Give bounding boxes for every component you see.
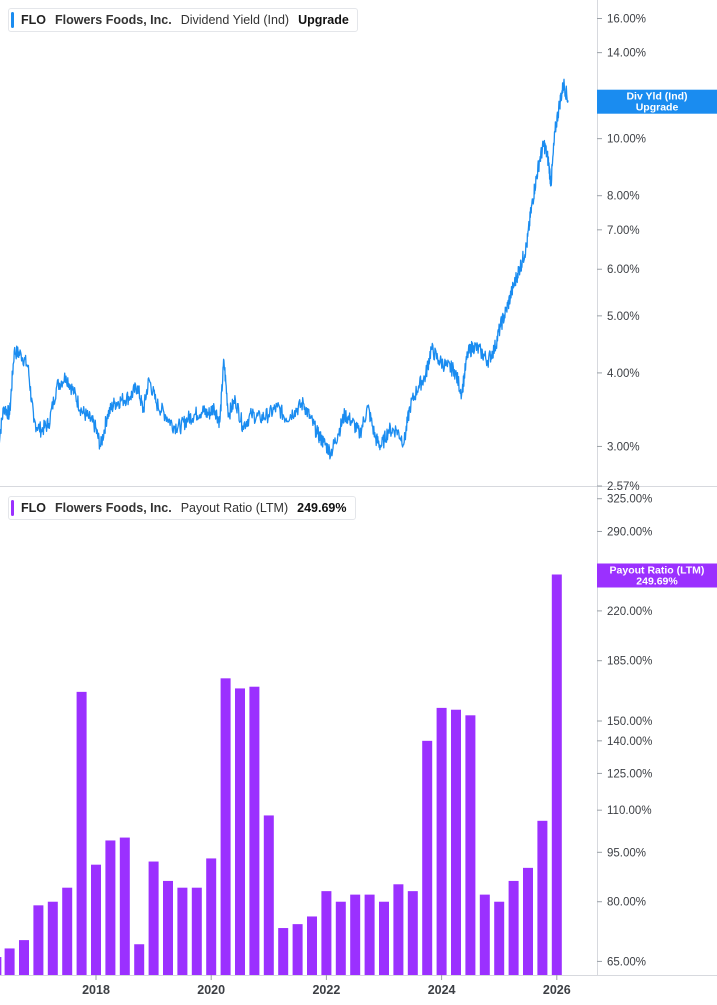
payout-ratio-bar bbox=[4, 948, 15, 975]
dividend-yield-y-tick-label: 6.00% bbox=[607, 264, 640, 276]
payout-ratio-bar bbox=[206, 858, 217, 975]
payout-ratio-last-value-text: 249.69% bbox=[636, 575, 678, 587]
payout-ratio-y-tick-label: 150.00% bbox=[607, 716, 652, 728]
payout-ratio-bar bbox=[393, 884, 404, 975]
payout-ratio-last-value: Payout Ratio (LTM)249.69% bbox=[597, 563, 717, 588]
series-color-swatch bbox=[11, 500, 14, 516]
payout-ratio-bar bbox=[436, 707, 447, 975]
x-tick-label: 2024 bbox=[428, 983, 456, 997]
metric-value: 249.69% bbox=[297, 501, 347, 515]
dividend-yield-y-tick-label: 14.00% bbox=[607, 48, 646, 60]
payout-ratio-bar bbox=[422, 740, 433, 975]
payout-ratio-bar bbox=[307, 916, 317, 975]
payout-ratio-bar bbox=[105, 840, 116, 975]
dividend-yield-legend[interactable]: FLO Flowers Foods, Inc. Dividend Yield (… bbox=[8, 8, 358, 32]
dividend-yield-y-tick-label: 16.00% bbox=[607, 13, 646, 25]
payout-ratio-bar bbox=[508, 880, 519, 975]
payout-ratio-bar bbox=[263, 815, 274, 975]
metric-value[interactable]: Upgrade bbox=[298, 13, 349, 27]
payout-ratio-y-tick-label: 290.00% bbox=[607, 526, 652, 538]
dividend-yield-panel bbox=[0, 78, 569, 460]
dividend-yield-y-tick-label: 5.00% bbox=[607, 311, 640, 323]
payout-ratio-bar bbox=[407, 891, 418, 975]
payout-ratio-bar bbox=[62, 887, 73, 975]
payout-ratio-y-tick-label: 125.00% bbox=[607, 768, 652, 780]
payout-ratio-bar bbox=[33, 905, 44, 975]
payout-ratio-bar bbox=[451, 709, 461, 975]
payout-ratio-y-tick-label: 140.00% bbox=[607, 736, 652, 748]
payout-ratio-bar bbox=[379, 901, 389, 975]
dividend-yield-y-tick-label: 2.57% bbox=[607, 481, 640, 493]
payout-ratio-bar bbox=[479, 894, 490, 975]
axis-layer: 16.00% 14.00% 10.00% 8.00% 7.00% 6.00% 5.00% 4.… bbox=[82, 13, 717, 997]
dividend-yield-last-value-text: Div Yld (Ind) bbox=[626, 91, 687, 103]
ticker-symbol: FLO bbox=[21, 501, 46, 515]
payout-ratio-last-value-text: Payout Ratio (LTM) bbox=[610, 564, 705, 576]
x-tick-label: 2022 bbox=[312, 983, 340, 997]
x-tick-label: 2020 bbox=[197, 983, 225, 997]
payout-ratio-bar bbox=[292, 924, 303, 975]
payout-ratio-bar bbox=[364, 894, 375, 975]
payout-ratio-y-tick-label: 325.00% bbox=[607, 494, 652, 506]
payout-ratio-bar bbox=[350, 894, 361, 975]
payout-ratio-bar bbox=[494, 901, 505, 975]
payout-ratio-bar bbox=[148, 861, 159, 975]
dividend-yield-y-tick-label: 4.00% bbox=[607, 368, 640, 380]
dividend-yield-last-value-text: Upgrade bbox=[636, 102, 679, 114]
payout-ratio-bar bbox=[0, 957, 2, 975]
payout-ratio-y-tick-label: 110.00% bbox=[607, 805, 652, 817]
dividend-yield-y-tick-label: 8.00% bbox=[607, 191, 640, 203]
payout-ratio-y-tick-label: 65.00% bbox=[607, 956, 646, 968]
dividend-yield-last-value: Div Yld (Ind)Upgrade bbox=[597, 89, 717, 114]
payout-ratio-bar bbox=[465, 715, 476, 975]
payout-ratio-bar bbox=[163, 880, 173, 975]
series-color-swatch bbox=[11, 12, 14, 28]
payout-ratio-y-tick-label: 95.00% bbox=[607, 847, 646, 859]
company-name: Flowers Foods, Inc. bbox=[55, 13, 172, 27]
company-name: Flowers Foods, Inc. bbox=[55, 501, 172, 515]
payout-ratio-bar bbox=[551, 574, 562, 975]
x-tick-label: 2026 bbox=[543, 983, 571, 997]
metric-name: Payout Ratio (LTM) bbox=[180, 501, 289, 515]
payout-ratio-last-value-box bbox=[597, 563, 717, 588]
payout-ratio-bar bbox=[278, 928, 289, 975]
dividend-yield-last-value-box bbox=[597, 89, 717, 114]
payout-ratio-y-tick-label: 80.00% bbox=[607, 897, 646, 909]
payout-ratio-bar bbox=[47, 901, 58, 975]
payout-ratio-bar bbox=[177, 887, 188, 975]
payout-ratio-bar bbox=[76, 691, 87, 975]
payout-ratio-bar bbox=[537, 820, 548, 975]
dividend-yield-line bbox=[0, 78, 569, 460]
payout-ratio-panel bbox=[0, 574, 562, 975]
payout-ratio-y-tick-label: 220.00% bbox=[607, 606, 652, 618]
payout-ratio-bar bbox=[235, 688, 245, 975]
metric-name: Dividend Yield (Ind) bbox=[180, 13, 290, 27]
dividend-yield-y-tick-label: 3.00% bbox=[607, 441, 640, 453]
payout-ratio-bar bbox=[321, 891, 332, 975]
x-tick-label: 2018 bbox=[82, 983, 110, 997]
payout-ratio-bar bbox=[220, 678, 231, 975]
ticker-symbol: FLO bbox=[21, 13, 46, 27]
payout-ratio-y-tick-label: 185.00% bbox=[607, 656, 652, 668]
payout-ratio-bar bbox=[191, 887, 202, 975]
payout-ratio-bar bbox=[19, 940, 29, 975]
payout-ratio-bar bbox=[523, 867, 533, 975]
payout-ratio-bar bbox=[249, 686, 260, 975]
payout-ratio-bar bbox=[91, 864, 101, 975]
payout-ratio-legend[interactable]: FLO Flowers Foods, Inc. Payout Ratio (LT… bbox=[8, 496, 356, 520]
dividend-yield-y-tick-label: 7.00% bbox=[607, 225, 640, 237]
dividend-yield-y-tick-label: 10.00% bbox=[607, 134, 646, 146]
payout-ratio-bar bbox=[119, 837, 130, 975]
payout-ratio-bar bbox=[134, 944, 145, 975]
payout-ratio-bar bbox=[335, 901, 346, 975]
